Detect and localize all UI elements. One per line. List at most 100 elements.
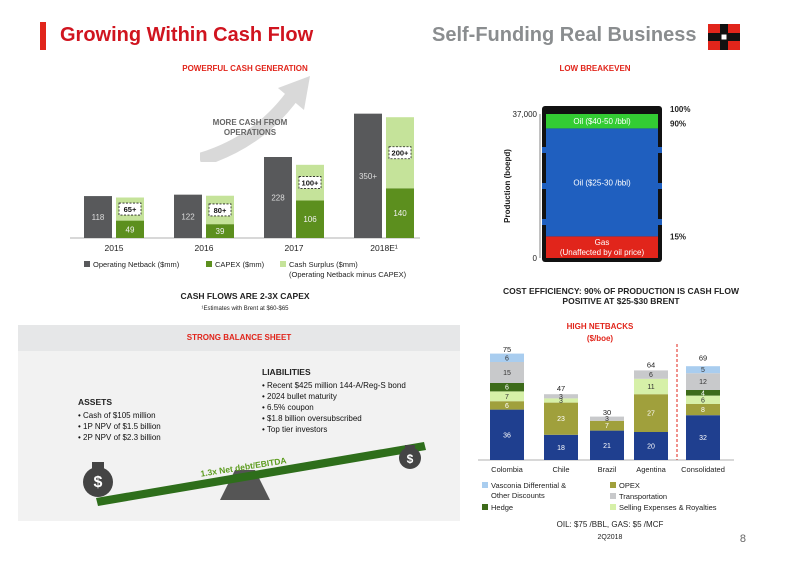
page-number: 8 (739, 533, 746, 545)
segment-value-label: 23 (557, 416, 565, 423)
title-accent-bar (40, 22, 46, 50)
bar-total-label: 30 (603, 408, 611, 417)
stacked-bar-segment (490, 383, 524, 392)
surplus-label-box (298, 176, 322, 189)
money-bag-icon: $ (399, 445, 421, 469)
segment-value-label: 3 (605, 416, 609, 423)
period-label: 2Q2018 (597, 534, 623, 541)
data-label-operating-netback: 118 (92, 213, 105, 222)
segment-value-label: 12 (699, 379, 707, 386)
stacked-bar-segment (686, 366, 720, 374)
bar-operating-netback (354, 113, 382, 238)
segment-sublabel: (Unaffected by oil price) (560, 248, 645, 257)
data-label-cash-surplus: 65+ (124, 205, 137, 214)
estimates-footnote: ¹Estimates with Brent at $60-$65 (201, 306, 289, 312)
segment-value-label: 32 (699, 435, 707, 442)
cash-generation-chart: 118 49 65+ 2015 122 39 80+ 2016 228 106 100+ 2017 35… (70, 113, 420, 279)
x-tick-label: 2015 (105, 243, 124, 253)
cash-generation-heading: POWERFUL CASH GENERATION (182, 64, 308, 73)
x-tick-label: 2016 (195, 243, 214, 253)
breakeven-segment (546, 114, 658, 129)
data-label-cash-surplus: 200+ (392, 149, 410, 158)
x-tick-label: Chile (552, 465, 569, 474)
data-label-capex: 140 (393, 209, 407, 218)
segment-value-label: 7 (605, 423, 609, 430)
segment-value-label: 8 (701, 407, 705, 414)
breakeven-segment (546, 236, 658, 258)
legend-label: Vasconia Differential & (491, 481, 566, 490)
stacked-bar-segment (490, 362, 524, 383)
bar-capex (116, 220, 144, 238)
netbacks-unit: ($/boe) (586, 334, 614, 343)
assets-list: Cash of $105 million1P NPV of $1.5 billi… (78, 410, 161, 443)
segment-value-label: 18 (557, 445, 565, 452)
liability-item: Top tier investors (262, 424, 406, 435)
surplus-label-box (118, 202, 142, 216)
legend-swatch (610, 504, 616, 510)
breakeven-segment (546, 128, 658, 237)
stacked-bar-segment (686, 390, 720, 396)
balance-scale-illustration: $ $ (83, 442, 426, 506)
growth-arrow-icon (200, 76, 310, 162)
cash-flows-caption: CASH FLOWS ARE 2-3X CAPEX (180, 291, 310, 301)
legend-swatch (610, 482, 616, 488)
netbacks-heading: HIGH NETBACKS (566, 322, 634, 331)
legend-label: Transportation (619, 492, 667, 501)
y-tick-label: 37,000 (513, 110, 538, 119)
data-label-capex: 106 (303, 215, 317, 224)
liability-item: Recent $425 million 144-A/Reg-S bond (262, 380, 406, 391)
data-label-cash-surplus: 80+ (214, 206, 227, 215)
legend-swatch (84, 261, 90, 267)
segment-label: Oil ($40-50 /bbl) (573, 117, 631, 126)
bar-operating-netback (84, 196, 112, 238)
stacked-bar-segment (634, 378, 668, 395)
surplus-label-box (208, 203, 232, 217)
liabilities-list: Recent $425 million 144-A/Reg-S bond2024… (262, 380, 406, 435)
stacked-bar-segment (634, 370, 668, 379)
barrel-rib (542, 183, 546, 189)
page-title-left: Growing Within Cash Flow (60, 24, 314, 46)
x-tick-label: Brazil (598, 465, 617, 474)
liability-item: 2024 bullet maturity (262, 391, 406, 402)
bar-total-label: 69 (699, 353, 707, 362)
data-label-cash-surplus: 100+ (302, 179, 320, 188)
legend-label: Selling Expenses & Royalties (619, 503, 717, 512)
stacked-bar-segment (590, 420, 624, 431)
data-label-operating-netback: 228 (271, 194, 285, 203)
legend-swatch (610, 493, 616, 499)
stacked-bar-segment (544, 394, 578, 399)
legend-swatch (482, 482, 488, 488)
data-label-capex: 39 (216, 227, 225, 236)
asset-item: 1P NPV of $1.5 billion (78, 421, 161, 432)
legend-label: CAPEX ($mm) (215, 260, 265, 269)
segment-label: Gas (595, 238, 610, 247)
percent-marker: 90% (670, 119, 686, 128)
balance-sheet-heading: STRONG BALANCE SHEET (186, 333, 292, 342)
legend-note: (Operating Netback minus CAPEX) (289, 270, 407, 279)
stacked-bar-segment (590, 416, 624, 421)
segment-value-label: 5 (701, 367, 705, 374)
stacked-bar-segment (490, 401, 524, 410)
segment-value-label: 21 (603, 443, 611, 450)
bar-total-label: 64 (647, 360, 655, 369)
barrel-rib (542, 219, 546, 225)
legend-label: Hedge (491, 503, 513, 512)
breakeven-heading: LOW BREAKEVEN (559, 64, 631, 73)
barrel-rib (658, 183, 662, 189)
svg-text:$: $ (94, 474, 103, 491)
segment-value-label: 15 (503, 370, 511, 377)
x-tick-label: Consolidated (681, 465, 725, 474)
segment-value-label: 11 (647, 384, 654, 391)
segment-value-label: 6 (505, 355, 509, 362)
bar-capex (386, 188, 414, 238)
more-cash-annotation: MORE CASH FROM OPERATIONS (212, 118, 288, 137)
legend-swatch (280, 261, 286, 267)
vasconia-cross-logo-icon (708, 24, 740, 50)
assets-title: ASSETS (78, 397, 113, 407)
liability-item: $1.8 billion oversubscribed (262, 413, 406, 424)
x-tick-label: Colombia (491, 465, 524, 474)
segment-value-label: 6 (505, 385, 509, 392)
data-label-capex: 49 (126, 225, 135, 234)
y-axis-label: Production (boepd) (503, 149, 512, 223)
segment-value-label: 27 (647, 411, 655, 418)
